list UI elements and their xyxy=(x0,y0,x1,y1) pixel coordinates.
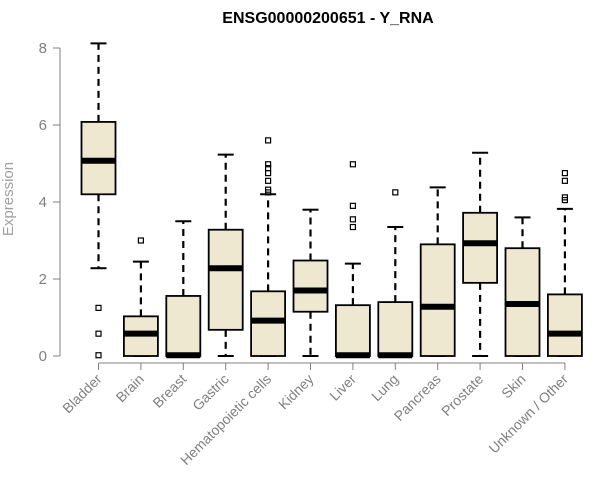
box-iqr xyxy=(547,293,583,357)
x-tick-label: Prostate xyxy=(438,371,486,419)
box-iqr xyxy=(207,228,244,331)
box-group xyxy=(334,161,371,359)
outlier-point xyxy=(349,161,356,168)
x-tick-label: Pancreas xyxy=(391,371,444,424)
outlier-point xyxy=(95,330,102,337)
box-group xyxy=(250,137,287,357)
box-group xyxy=(123,237,159,357)
box-iqr xyxy=(377,301,414,357)
x-tick-label: Bladder xyxy=(59,371,105,417)
outlier-point xyxy=(392,189,399,196)
box-group xyxy=(547,170,583,357)
y-tick-label: 6 xyxy=(39,117,47,134)
box-group xyxy=(207,153,244,357)
chart-title: ENSG00000200651 - Y_RNA xyxy=(222,10,434,27)
outlier-point xyxy=(349,216,356,223)
x-tick-label: Kidney xyxy=(275,371,317,413)
outlier-point xyxy=(137,237,144,244)
outlier-point xyxy=(265,189,272,196)
outlier-point xyxy=(265,177,272,184)
box-iqr xyxy=(419,243,456,357)
y-tick-label: 2 xyxy=(39,271,47,288)
y-axis-label: Expression xyxy=(0,162,17,236)
outlier-point xyxy=(265,161,272,168)
box-iqr xyxy=(334,304,371,357)
box-group xyxy=(419,186,456,357)
x-tick-label: Skin xyxy=(498,371,529,402)
x-tick-label: Brain xyxy=(113,371,147,405)
box-iqr xyxy=(165,295,202,357)
boxes xyxy=(80,42,583,359)
outlier-point xyxy=(95,304,102,311)
y-tick-label: 0 xyxy=(39,348,47,365)
box-iqr xyxy=(250,290,287,357)
outlier-point xyxy=(561,170,569,177)
box-iqr xyxy=(462,211,499,284)
y-tick-label: 4 xyxy=(39,194,47,211)
box-group xyxy=(462,151,499,357)
box-group xyxy=(80,42,117,359)
box-group xyxy=(377,189,414,359)
outlier-point xyxy=(349,223,356,231)
y-tick-label: 8 xyxy=(39,40,47,57)
outlier-point xyxy=(265,137,272,144)
box-group xyxy=(165,220,202,359)
x-tick-label: Unknown / Other xyxy=(485,371,571,457)
box-group xyxy=(292,208,329,357)
outlier-point xyxy=(349,202,356,209)
outlier-point xyxy=(561,196,569,204)
outlier-point xyxy=(561,177,569,184)
outlier-point xyxy=(265,170,272,177)
box-group xyxy=(504,216,541,357)
outlier-point xyxy=(95,352,102,359)
x-tick-label: Lung xyxy=(368,371,401,404)
x-tick-label: Liver xyxy=(326,371,359,404)
box-iqr xyxy=(292,259,329,313)
x-tick-label: Breast xyxy=(149,371,189,411)
